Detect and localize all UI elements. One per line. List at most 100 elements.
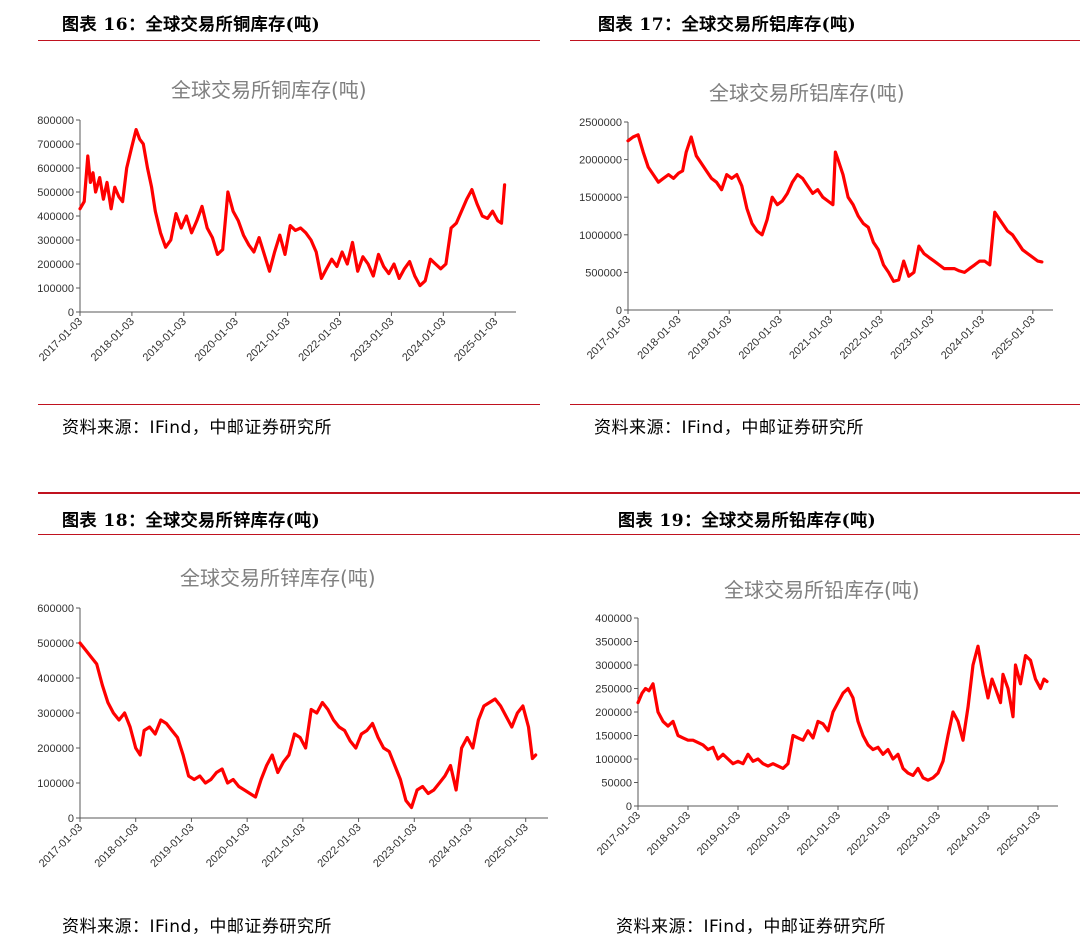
x-tick-label: 2023-01-03	[895, 810, 943, 858]
figure-panel-copper: 图表 16：全球交易所铜库存(吨) 全球交易所铜库存(吨) 800000 7000…	[37, 0, 540, 470]
figure-label: 图表 16：全球交易所铜库存(吨)	[62, 15, 321, 35]
y-tick-label: 400000	[37, 211, 74, 223]
x-tick-label: 2019-01-03	[686, 314, 734, 362]
y-tick-label: 350000	[595, 637, 632, 649]
figure-panel-aluminum: 图表 17：全球交易所铝库存(吨) 全球交易所铝库存(吨) 2500000 200…	[570, 0, 1080, 470]
series-line	[78, 128, 507, 288]
x-tick-label: 2023-01-03	[348, 316, 396, 364]
line-chart-lead: 400000 350000 300000 250000 200000 150000 1000…	[595, 613, 1058, 858]
chart-title: 全球交易所铝库存(吨)	[709, 81, 905, 105]
x-tick-label: 2022-01-03	[315, 822, 363, 870]
y-tick-label: 100000	[37, 283, 74, 295]
source-note: 资料来源：IFind，中邮证券研究所	[616, 917, 886, 937]
x-tick-label: 2021-01-03	[244, 316, 292, 364]
series-line	[636, 644, 1049, 782]
source-note: 资料来源：IFind，中邮证券研究所	[62, 418, 332, 438]
y-tick-label: 200000	[37, 259, 74, 271]
figure-label: 图表 19：全球交易所铅库存(吨)	[618, 511, 877, 531]
x-tick-label: 2022-01-03	[296, 316, 344, 364]
line-chart-copper: 800000 700000 600000 500000 400000 300000 2000…	[37, 115, 516, 364]
y-tick-label: 1500000	[579, 192, 622, 204]
x-tick-label: 2018-01-03	[89, 316, 137, 364]
y-tick-label: 600000	[37, 603, 74, 615]
x-tick-label: 2025-01-03	[452, 316, 500, 364]
x-tick-label: 2020-01-03	[193, 316, 241, 364]
x-tick-label: 2024-01-03	[427, 822, 475, 870]
header-rule	[38, 40, 540, 41]
series-line	[626, 133, 1044, 283]
x-tick-label: 2017-01-03	[585, 314, 633, 362]
header-rule	[570, 534, 1080, 535]
line-chart-aluminum: 2500000 2000000 1500000 1000000 500000 02017-…	[579, 117, 1053, 362]
x-tick-label: 2022-01-03	[845, 810, 893, 858]
x-tick-label: 2019-01-03	[695, 810, 743, 858]
x-tick-label: 2020-01-03	[745, 810, 793, 858]
y-tick-label: 1000000	[579, 230, 622, 242]
y-tick-label: 800000	[37, 115, 74, 127]
x-tick-label: 2018-01-03	[635, 314, 683, 362]
x-tick-label: 2021-01-03	[787, 314, 835, 362]
y-tick-label: 200000	[37, 743, 74, 755]
x-tick-label: 2019-01-03	[141, 316, 189, 364]
x-tick-label: 2018-01-03	[645, 810, 693, 858]
x-tick-label: 2024-01-03	[945, 810, 993, 858]
source-note: 资料来源：IFind，中邮证券研究所	[594, 418, 864, 438]
footer-rule	[570, 404, 1080, 405]
figure-label: 图表 18：全球交易所锌库存(吨)	[62, 511, 321, 531]
y-tick-label: 400000	[595, 613, 632, 625]
y-tick-label: 0	[68, 813, 74, 825]
x-tick-label: 2020-01-03	[204, 822, 252, 870]
source-note: 资料来源：IFind，中邮证券研究所	[62, 917, 332, 937]
y-tick-label: 300000	[37, 708, 74, 720]
x-tick-label: 2021-01-03	[260, 822, 308, 870]
y-tick-label: 50000	[601, 778, 632, 790]
y-tick-label: 400000	[37, 673, 74, 685]
chart-title: 全球交易所铅库存(吨)	[724, 578, 920, 602]
y-tick-label: 300000	[595, 660, 632, 672]
x-tick-label: 2020-01-03	[737, 314, 785, 362]
y-tick-label: 500000	[585, 267, 622, 279]
header-rule	[38, 534, 570, 535]
y-tick-label: 200000	[595, 707, 632, 719]
x-tick-label: 2017-01-03	[37, 822, 85, 870]
y-tick-label: 0	[68, 307, 74, 319]
x-tick-label: 2022-01-03	[838, 314, 886, 362]
y-tick-label: 100000	[595, 754, 632, 766]
figure-panel-zinc: 图表 18：全球交易所锌库存(吨) 全球交易所锌库存(吨) 600000 5000…	[37, 492, 570, 944]
x-tick-label: 2024-01-03	[400, 316, 448, 364]
figure-header	[570, 494, 1080, 532]
figure-header	[38, 494, 570, 532]
y-tick-label: 250000	[595, 684, 632, 696]
line-chart-zinc: 6000005000004000003000002000001000000201…	[37, 603, 548, 870]
chart-title: 全球交易所锌库存(吨)	[180, 566, 376, 590]
x-tick-label: 2024-01-03	[939, 314, 987, 362]
x-tick-label: 2017-01-03	[37, 316, 85, 364]
y-tick-label: 0	[626, 801, 632, 813]
y-tick-label: 700000	[37, 139, 74, 151]
x-tick-label: 2018-01-03	[93, 822, 141, 870]
footer-rule	[38, 404, 540, 405]
x-tick-label: 2021-01-03	[795, 810, 843, 858]
y-tick-label: 500000	[37, 187, 74, 199]
y-tick-label: 100000	[37, 778, 74, 790]
top-rule	[570, 492, 1080, 494]
x-tick-label: 2025-01-03	[483, 822, 531, 870]
x-tick-label: 2025-01-03	[990, 314, 1038, 362]
y-tick-label: 500000	[37, 638, 74, 650]
y-tick-label: 600000	[37, 163, 74, 175]
x-tick-label: 2017-01-03	[595, 810, 643, 858]
x-tick-label: 2025-01-03	[995, 810, 1043, 858]
y-tick-label: 150000	[595, 731, 632, 743]
figure-header	[38, 0, 540, 38]
figure-header	[570, 0, 1080, 38]
x-tick-label: 2023-01-03	[888, 314, 936, 362]
series-line	[78, 641, 538, 810]
y-tick-label: 300000	[37, 235, 74, 247]
header-rule	[570, 40, 1080, 41]
figure-label: 图表 17：全球交易所铝库存(吨)	[598, 15, 857, 35]
y-tick-label: 0	[616, 305, 622, 317]
y-tick-label: 2500000	[579, 117, 622, 129]
x-tick-label: 2019-01-03	[148, 822, 196, 870]
top-rule	[38, 492, 570, 494]
chart-title: 全球交易所铜库存(吨)	[171, 78, 367, 102]
